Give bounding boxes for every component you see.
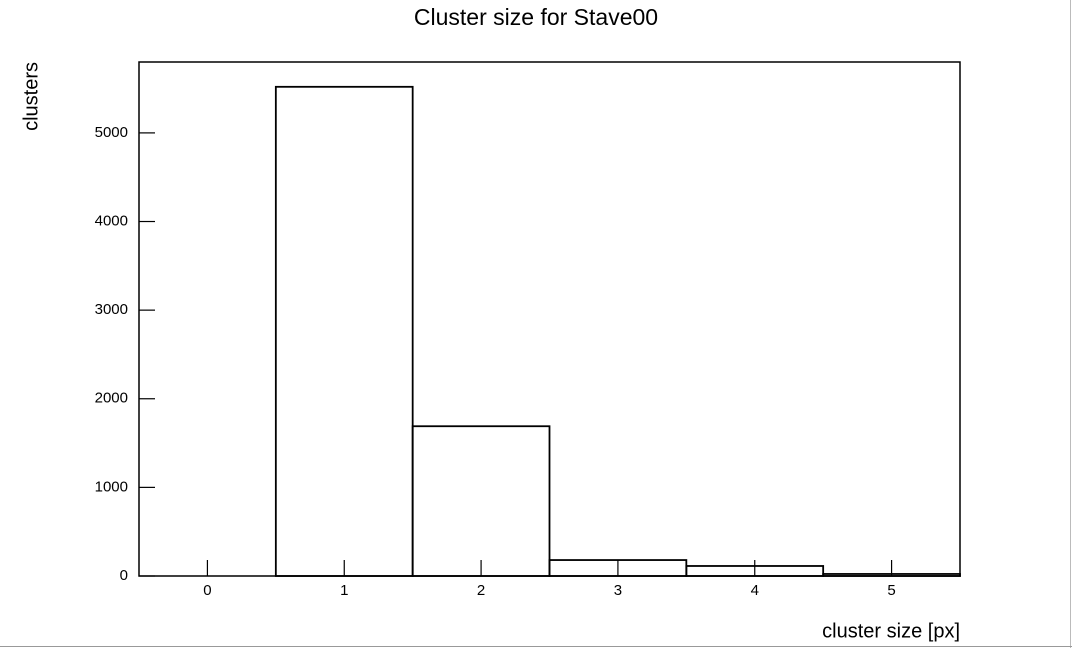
x-tick-label: 4 — [751, 582, 759, 599]
x-tick-label: 5 — [887, 582, 895, 599]
x-tick-label: 2 — [477, 582, 485, 599]
bar — [411, 425, 551, 577]
x-tick-label: 0 — [203, 582, 211, 599]
y-tick-label: 1000 — [95, 478, 128, 495]
x-axis-label: cluster size [px] — [822, 620, 960, 642]
x-tick-label: 1 — [340, 582, 348, 599]
y-tick-label: 4000 — [95, 212, 128, 229]
y-axis-label: clusters — [20, 62, 42, 131]
bar — [685, 565, 825, 577]
bar — [274, 85, 414, 577]
y-tick-label: 2000 — [95, 390, 128, 407]
bar — [822, 573, 961, 577]
y-tick-label: 5000 — [95, 124, 128, 141]
x-tick-label: 3 — [614, 582, 622, 599]
chart-title: Cluster size for Stave00 — [414, 4, 658, 30]
y-tick-label: 0 — [120, 567, 128, 584]
y-tick-label: 3000 — [95, 301, 128, 318]
